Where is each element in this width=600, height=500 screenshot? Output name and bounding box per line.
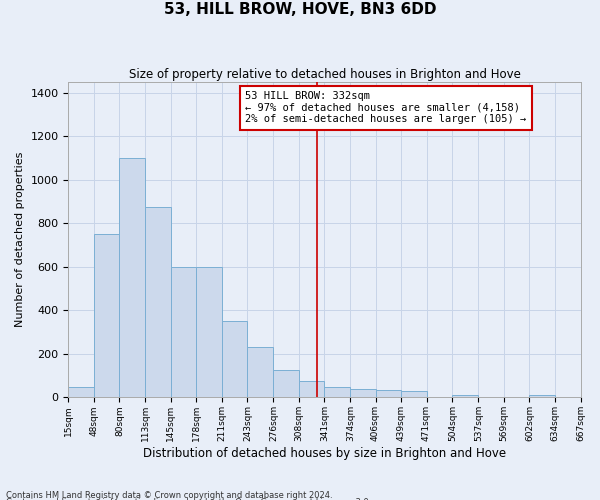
- Bar: [529, 396, 554, 398]
- Bar: [223, 321, 247, 398]
- Bar: [119, 158, 145, 398]
- Bar: [170, 267, 196, 398]
- Title: Size of property relative to detached houses in Brighton and Hove: Size of property relative to detached ho…: [128, 68, 520, 80]
- Bar: [196, 267, 223, 398]
- Y-axis label: Number of detached properties: Number of detached properties: [15, 152, 25, 327]
- Bar: [401, 391, 427, 398]
- Text: 53 HILL BROW: 332sqm
← 97% of detached houses are smaller (4,158)
2% of semi-det: 53 HILL BROW: 332sqm ← 97% of detached h…: [245, 91, 526, 124]
- X-axis label: Distribution of detached houses by size in Brighton and Hove: Distribution of detached houses by size …: [143, 447, 506, 460]
- Bar: [376, 390, 401, 398]
- Text: Contains public sector information licensed under the Open Government Licence v3: Contains public sector information licen…: [6, 498, 371, 500]
- Text: Contains HM Land Registry data © Crown copyright and database right 2024.: Contains HM Land Registry data © Crown c…: [6, 490, 332, 500]
- Bar: [145, 207, 170, 398]
- Text: 53, HILL BROW, HOVE, BN3 6DD: 53, HILL BROW, HOVE, BN3 6DD: [164, 2, 436, 18]
- Bar: [299, 381, 325, 398]
- Bar: [274, 370, 299, 398]
- Bar: [350, 388, 376, 398]
- Bar: [94, 234, 119, 398]
- Bar: [452, 396, 478, 398]
- Bar: [325, 386, 350, 398]
- Bar: [247, 348, 274, 398]
- Bar: [68, 386, 94, 398]
